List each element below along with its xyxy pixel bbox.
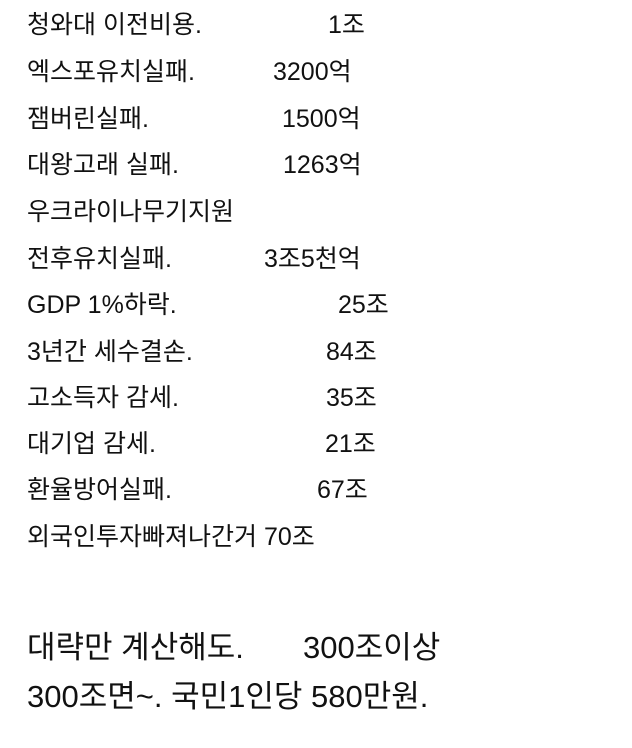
item-label: GDP 1%하락. [27, 291, 177, 319]
item-label: 엑스포유치실패. [27, 58, 195, 86]
item-value: 67조 [317, 476, 368, 504]
summary-value: 300조이상 [303, 630, 441, 665]
list-item: 청와대 이전비용. 1조 [0, 5, 632, 45]
item-value: 3200억 [273, 58, 352, 86]
item-value: 1500억 [282, 105, 361, 133]
item-value: 84조 [326, 338, 377, 366]
list-item: 우크라이나무기지원 [0, 192, 632, 232]
summary-line-1: 대략만 계산해도. 300조이상 [27, 626, 440, 670]
item-label: 청와대 이전비용. [27, 11, 202, 39]
list-item: 전후유치실패. 3조5천억 [0, 239, 632, 279]
list-item: 대왕고래 실패. 1263억 [0, 145, 632, 185]
item-value: 21조 [325, 430, 376, 458]
summary-line-2: 300조면~. 국민1인당 580만원. [27, 679, 429, 714]
list-item: 고소득자 감세. 35조 [0, 378, 632, 418]
item-value: 35조 [326, 384, 377, 412]
item-label: 3년간 세수결손. [27, 338, 193, 366]
list-item: 잼버린실패. 1500억 [0, 99, 632, 139]
item-label: 잼버린실패. [27, 105, 149, 133]
item-label: 환율방어실패. [27, 476, 172, 504]
list-item: 3년간 세수결손. 84조 [0, 332, 632, 372]
item-value: 3조5천억 [264, 245, 361, 273]
list-item: GDP 1%하락. 25조 [0, 285, 632, 325]
item-value: 1263억 [283, 151, 362, 179]
item-label: 우크라이나무기지원 [27, 198, 235, 226]
item-value: 1조 [328, 11, 365, 39]
item-label: 전후유치실패. [27, 245, 172, 273]
item-label: 고소득자 감세. [27, 384, 179, 412]
list-item: 대기업 감세. 21조 [0, 424, 632, 464]
item-label: 대왕고래 실패. [27, 151, 179, 179]
item-label: 대기업 감세. [27, 430, 156, 458]
item-label: 외국인투자빠져나간거 70조 [27, 523, 315, 551]
list-item: 엑스포유치실패. 3200억 [0, 52, 632, 92]
list-item: 환율방어실패. 67조 [0, 470, 632, 510]
summary-text: 대략만 계산해도. [27, 630, 244, 665]
item-value: 25조 [338, 291, 389, 319]
list-item: 외국인투자빠져나간거 70조 [0, 517, 632, 557]
